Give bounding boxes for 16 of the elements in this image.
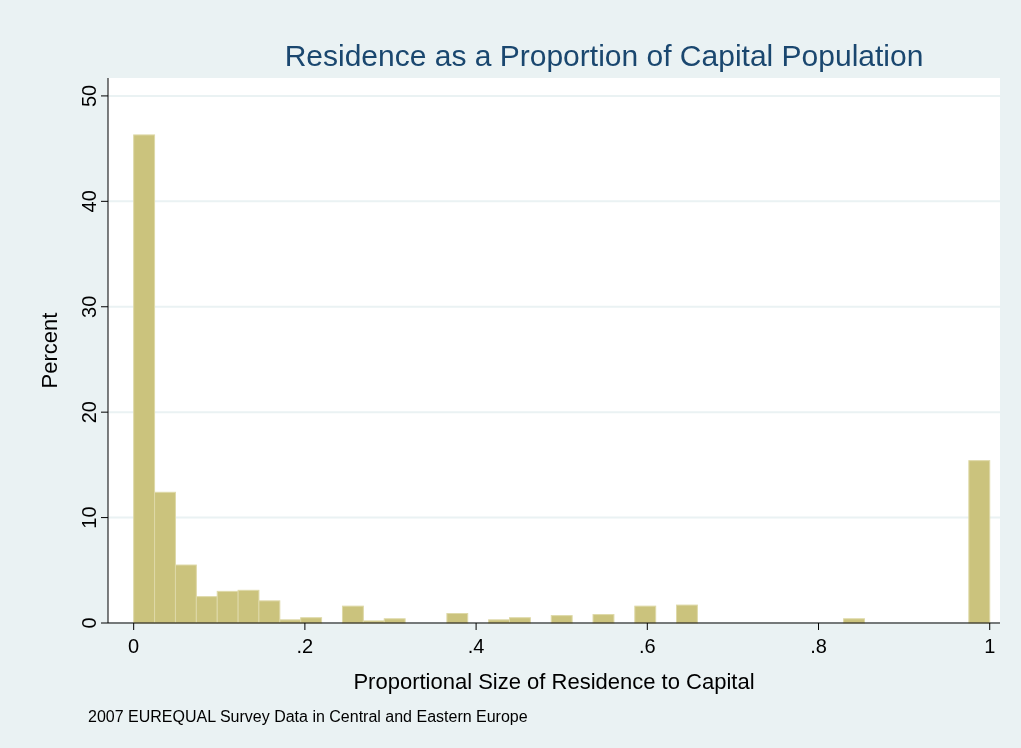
x-tick-label: .8: [810, 635, 827, 657]
y-tick-label: 40: [78, 190, 100, 213]
x-tick-label: .2: [296, 635, 314, 657]
y-tick-label: 10: [78, 506, 100, 529]
text: 2007 EUREQUAL Survey Data in Central and Eastern Europe: [88, 708, 528, 725]
x-axis-title: Proportional Size of Residence to Capital: [353, 669, 755, 694]
y-tick-label: 0: [78, 617, 100, 629]
x-tick-label: 1: [984, 635, 996, 657]
x-tick-label: .6: [638, 635, 656, 657]
y-tick-label: 30: [78, 295, 100, 318]
x-tick-label: 0: [128, 635, 140, 657]
y-tick-label: 50: [78, 84, 100, 108]
y-axis-title: Percent: [37, 312, 62, 389]
chart-title: Residence as a Proportion of Capital Population: [284, 39, 924, 72]
x-tick-label: .4: [467, 635, 485, 657]
y-tick-label: 20: [78, 401, 100, 424]
